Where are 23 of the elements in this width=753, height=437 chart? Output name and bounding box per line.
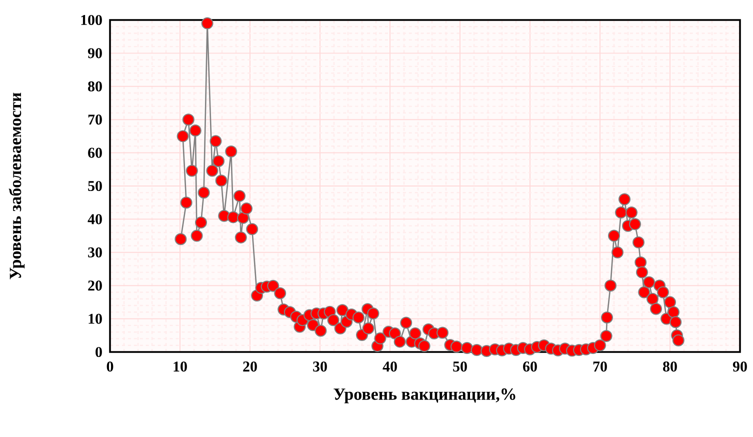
y-tick-label: 100	[81, 14, 102, 26]
x-tick-label: 20	[243, 362, 257, 372]
x-tick-label: 50	[453, 362, 467, 372]
x-axis-title: Уровень вакцинации,%	[334, 388, 516, 404]
y-tick-label: 50	[88, 180, 102, 192]
x-tick-label: 60	[523, 362, 537, 372]
y-tick-label: 40	[88, 214, 102, 224]
x-tick-label: 30	[313, 362, 327, 372]
y-axis-title: Уровень заболеваемости	[8, 92, 25, 280]
y-tick-label: 70	[88, 114, 102, 125]
x-tick-label: 40	[382, 362, 397, 372]
y-tick-label: 60	[88, 148, 102, 158]
y-tick-label: 30	[88, 247, 102, 258]
y-tick-label: 90	[88, 48, 102, 58]
x-tick-label: 70	[593, 362, 607, 372]
x-tick-label: 80	[663, 362, 677, 372]
x-tick-label: 90	[732, 362, 747, 372]
y-tick-label: 10	[88, 314, 102, 324]
x-tick-label: 0	[106, 362, 114, 372]
y-tick-label: 20	[88, 280, 102, 291]
x-tick-label: 10	[174, 362, 187, 372]
y-tick-label: 80	[88, 81, 102, 92]
y-tick-label: 0	[96, 346, 102, 358]
